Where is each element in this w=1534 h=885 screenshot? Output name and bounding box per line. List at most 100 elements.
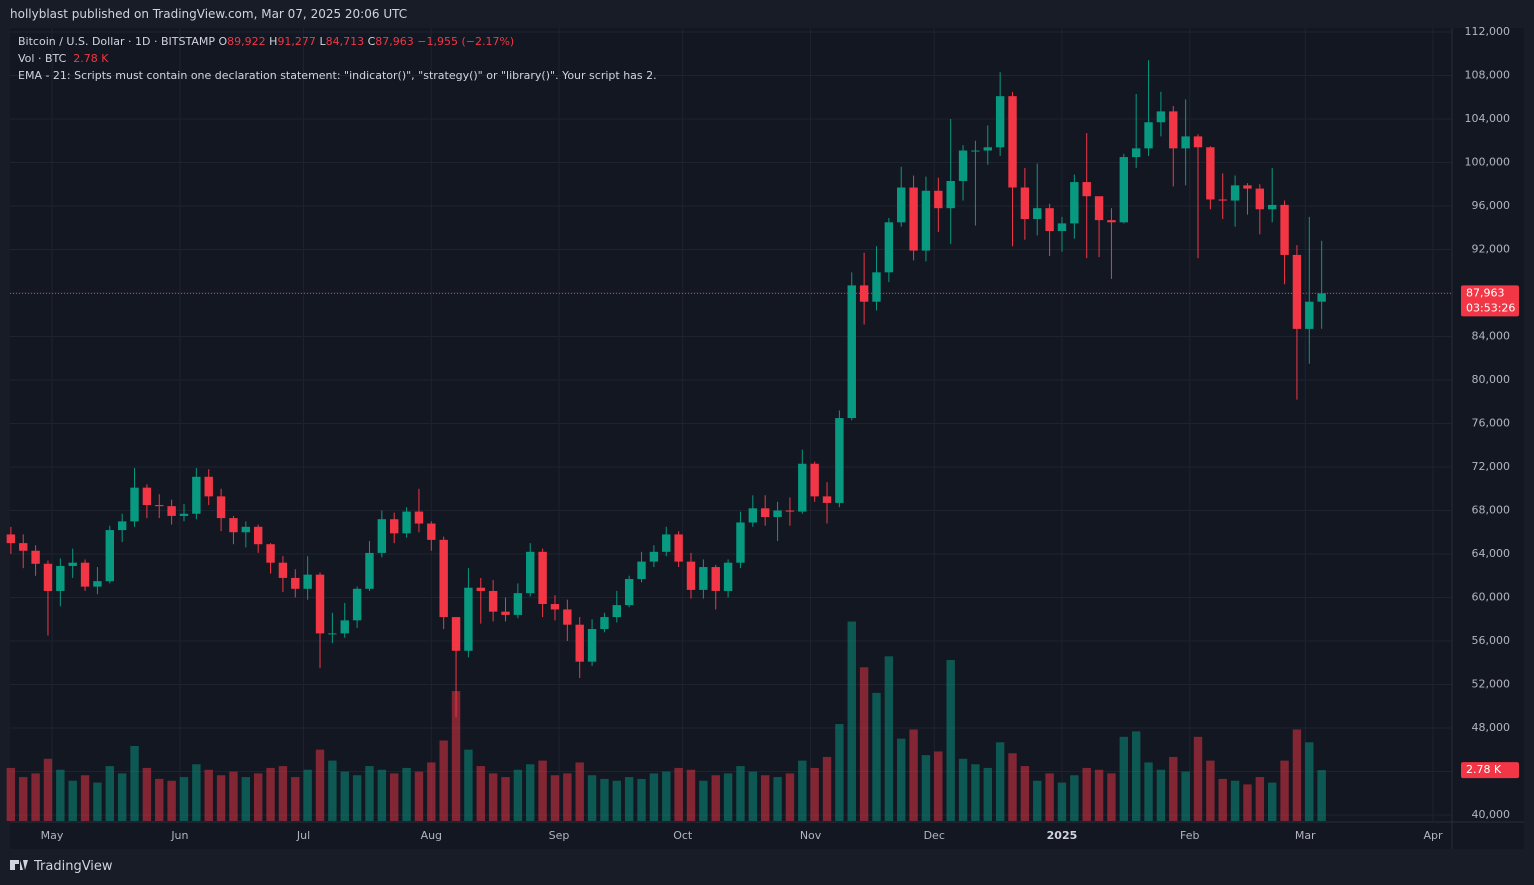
candle-body — [414, 511, 424, 524]
logo — [10, 860, 28, 870]
candle-body — [130, 487, 139, 522]
candle-body — [390, 519, 399, 534]
volume-bar — [117, 773, 127, 821]
y-tick-label: 92,000 — [1472, 243, 1511, 256]
ohlc-value: 84,713 — [325, 35, 365, 48]
volume-bar — [921, 755, 931, 821]
volume-bar — [662, 771, 671, 821]
volume-bar — [142, 767, 152, 821]
candle-body — [921, 190, 931, 251]
candle-body — [1317, 293, 1326, 302]
ohlc: O89,922 H91,277 L84,713 C87,963 — [218, 35, 417, 48]
volume-bar — [736, 766, 745, 821]
candle-body — [1033, 208, 1042, 220]
candle-body — [1243, 185, 1252, 189]
volume-label: 2.78 K — [1466, 763, 1502, 776]
candle-body — [785, 510, 795, 512]
volume-bar — [414, 771, 424, 821]
candle-body — [575, 624, 584, 662]
volume-bar — [68, 780, 77, 821]
volume-bar — [291, 777, 300, 821]
candle-body — [1193, 136, 1203, 148]
volume-bar — [1131, 731, 1141, 821]
ohlc-key: C — [367, 35, 376, 48]
volume-bar — [958, 758, 968, 821]
volume-bar — [835, 724, 844, 821]
volume-bar — [1144, 762, 1153, 821]
candle-body — [612, 605, 622, 618]
candle-body — [1169, 111, 1178, 149]
candle-body — [1144, 122, 1153, 149]
volume-bar — [204, 769, 213, 821]
x-tick-label: May — [41, 829, 64, 842]
volume-bar — [179, 777, 189, 821]
candle-body — [192, 476, 201, 514]
change: −1,955 (−2.17%) — [417, 35, 515, 48]
volume-bar — [711, 775, 720, 821]
volume-bar — [587, 775, 597, 821]
x-tick-label: Jul — [296, 829, 310, 842]
volume-bar — [1020, 766, 1030, 821]
candle-body — [1292, 254, 1302, 329]
volume-bar — [488, 773, 498, 821]
volume-bar — [1280, 760, 1289, 821]
candle-body — [142, 487, 152, 506]
candle-body — [686, 561, 696, 590]
candle-body — [1206, 147, 1215, 200]
candle-body — [253, 526, 263, 545]
candle-body — [798, 463, 807, 512]
candle-body — [1280, 204, 1289, 255]
candle-body — [600, 617, 609, 630]
volume-bar — [241, 777, 251, 821]
y-tick-label: 96,000 — [1472, 199, 1511, 212]
volume-bar — [1119, 736, 1129, 821]
y-tick-label: 72,000 — [1472, 460, 1511, 473]
volume-bar — [995, 742, 1005, 821]
candle-body — [43, 563, 53, 591]
candle-body — [291, 577, 300, 589]
candle-body — [179, 513, 189, 516]
volume-bar — [897, 738, 906, 821]
candle-body — [105, 530, 114, 582]
volume-bar — [563, 773, 572, 821]
volume-bar — [352, 775, 362, 821]
candle-body — [501, 611, 510, 615]
volume-bar — [278, 766, 288, 821]
volume-bar — [1045, 773, 1054, 821]
x-tick-label: Mar — [1295, 829, 1316, 842]
price-tag — [1461, 285, 1519, 317]
volume-bar — [649, 773, 659, 821]
candle-body — [1008, 96, 1017, 188]
volume-bar — [328, 760, 337, 821]
volume-bar — [723, 773, 733, 821]
candle-body — [68, 562, 77, 566]
candle-body — [1045, 208, 1054, 232]
candle-body — [624, 579, 634, 606]
candle-body — [760, 508, 770, 518]
volume-bar — [93, 782, 102, 821]
volume-bar — [1057, 782, 1067, 821]
volume-bar — [501, 777, 510, 821]
ohlc-value: 91,277 — [277, 35, 316, 48]
candle-body — [699, 567, 708, 590]
x-tick-label: Feb — [1180, 829, 1199, 842]
candle-body — [822, 496, 832, 503]
y-tick-label: 56,000 — [1472, 634, 1511, 647]
candle-body — [328, 633, 337, 635]
candle-body — [538, 551, 547, 605]
volume-bar — [266, 767, 275, 821]
volume-bar — [105, 766, 114, 821]
volume-bar — [476, 766, 485, 821]
volume-bar — [686, 769, 696, 821]
candle-body — [587, 629, 597, 662]
volume-bar — [1181, 771, 1190, 821]
candle-body — [1218, 199, 1227, 201]
volume-bar — [1156, 769, 1166, 821]
candle-body — [56, 565, 65, 591]
candle-body — [662, 534, 671, 552]
candle-body — [365, 552, 374, 589]
candle-body — [155, 505, 164, 507]
volume-bar — [43, 758, 53, 821]
candle-body — [1107, 220, 1116, 223]
